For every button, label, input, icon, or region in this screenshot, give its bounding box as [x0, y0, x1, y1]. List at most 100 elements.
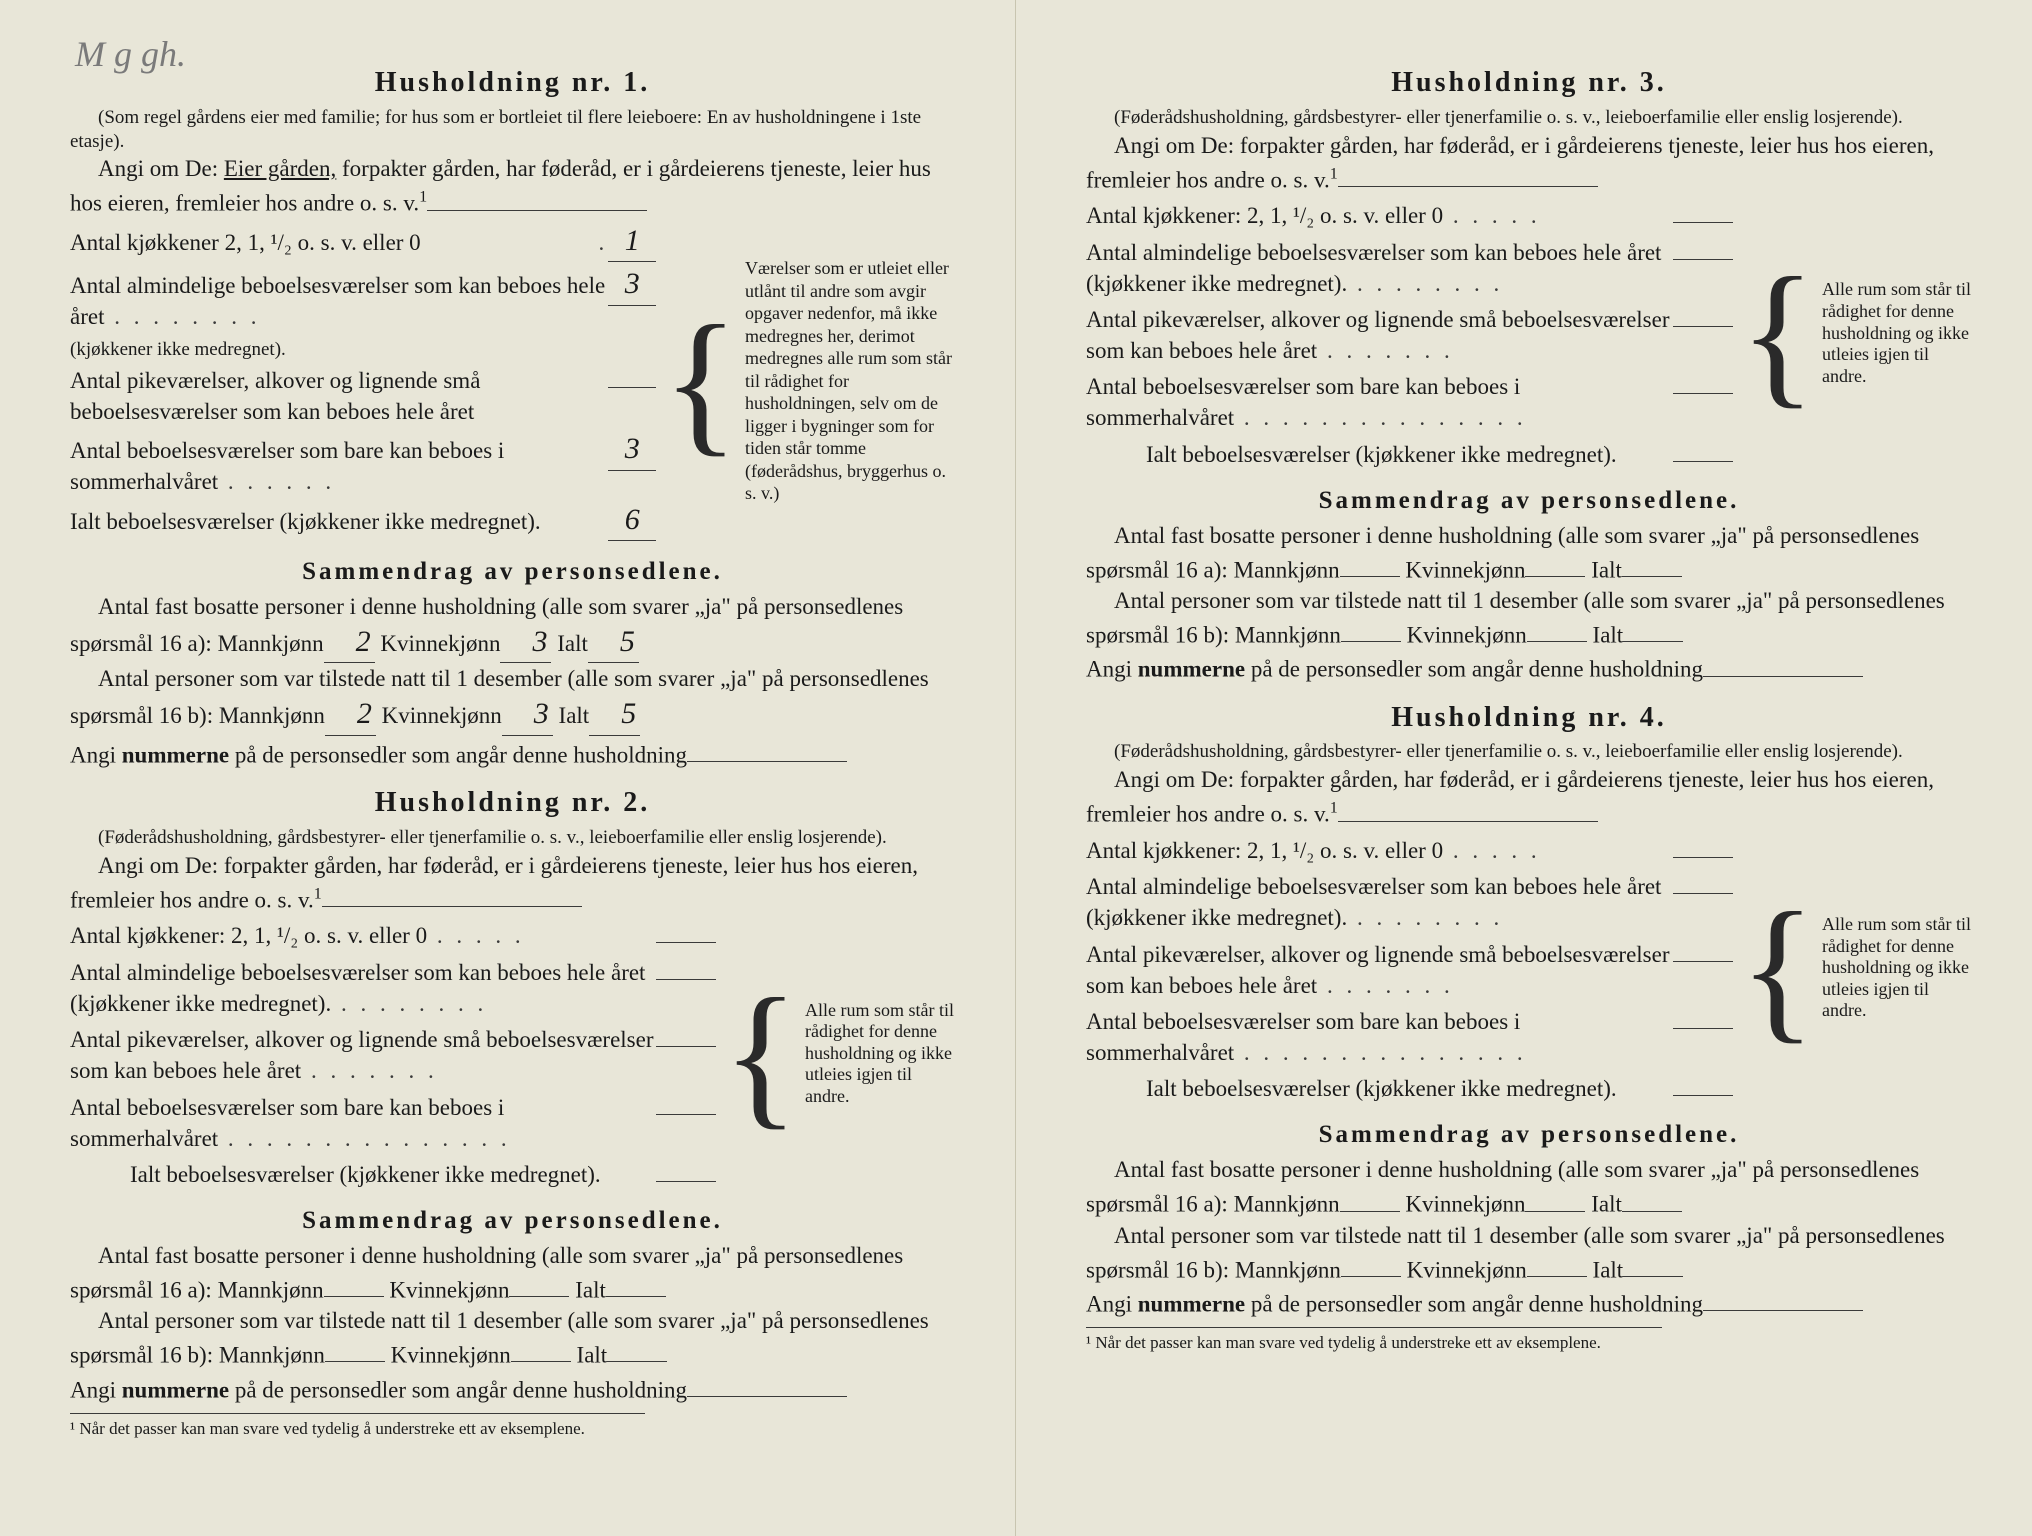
household-1-intro: (Som regel gårdens eier med familie; for… [70, 106, 955, 154]
tilstede-line-3: Antal personer som var tilstede natt til… [1086, 585, 1972, 650]
fast-kvinne: 3 [500, 622, 551, 664]
kjokken-label: Antal kjøkkener 2, 1, ¹/₂ o. s. v. eller… [70, 227, 598, 258]
household-1-angi: Angi om De: Eier gården, forpakter gårde… [70, 153, 955, 218]
household-2-rooms-block: Antal kjøkkener: 2, 1, ¹/₂ o. s. v. elle… [70, 915, 955, 1192]
curly-brace-icon: { [662, 305, 739, 457]
footnote-left: ¹ Når det passer kan man svare ved tydel… [70, 1413, 645, 1441]
angi-prefix-4: Angi om De: [1114, 767, 1234, 792]
tilstede-ialt: 5 [589, 694, 640, 736]
pike-value [608, 387, 656, 388]
household-3-sammendrag-title: Sammendrag av personsedlene. [1086, 484, 1972, 518]
brace-note-2: Alle rum som står til rådighet for denne… [805, 1000, 955, 1108]
mann-label-3: Mannkjønn [1234, 557, 1340, 582]
alm-sub: (kjøkkener ikke medregnet). [70, 339, 286, 360]
household-4-angi: Angi om De: forpakter gården, har føderå… [1086, 764, 1972, 829]
kvinne-label: Kvinnekjønn [380, 631, 500, 656]
household-4-intro: (Føderådshusholdning, gårdsbestyrer- ell… [1086, 740, 1972, 764]
sup-1: 1 [419, 189, 427, 206]
household-1-sammendrag-title: Sammendrag av personsedlene. [70, 555, 955, 589]
kvinne-label-2b: Kvinnekjønn [389, 1277, 509, 1302]
household-1-title: Husholdning nr. 1. [70, 64, 955, 102]
ialt-p-label-2c: Ialt [577, 1342, 608, 1367]
brace-note-4: Alle rum som står til rådighet for denne… [1822, 914, 1972, 1022]
angi-underlined: Eier gården, [224, 156, 336, 181]
kvinne-label-4: Kvinnekjønn [1405, 1192, 1525, 1217]
household-2-angi: Angi om De: forpakter gården, har føderå… [70, 850, 955, 915]
tilstede-line-1: Antal personer som var tilstede natt til… [70, 663, 955, 736]
nummerne-bold-2: nummerne [122, 1377, 229, 1402]
mann-label-3b: Mannkjønn [1235, 622, 1341, 647]
household-2-title: Husholdning nr. 2. [70, 784, 955, 822]
ialt-label-2: Ialt beboelsesværelser (kjøkkener ikke m… [70, 1159, 656, 1190]
mann-label-2c: Mannkjønn [219, 1342, 325, 1367]
mann-label-4: Mannkjønn [1234, 1192, 1340, 1217]
curly-brace-icon-3: { [1739, 257, 1816, 409]
mann-label-4b: Mannkjønn [1235, 1257, 1341, 1282]
mann-label-2: Mannkjønn [219, 703, 325, 728]
nummerne-bold-4: nummerne [1138, 1291, 1245, 1316]
handwritten-annotation: M g gh. [75, 30, 186, 79]
angi-nr-2: Angi nummerne på de personsedler som ang… [70, 1371, 955, 1405]
footnote-right: ¹ Når det passer kan man svare ved tydel… [1086, 1327, 1662, 1355]
ialt-p-label-2b: Ialt [575, 1277, 606, 1302]
fast-ialt: 5 [588, 622, 639, 664]
household-3-angi: Angi om De: forpakter gården, har føderå… [1086, 130, 1972, 195]
tilstede-line-2: Antal personer som var tilstede natt til… [70, 1305, 955, 1370]
ialt-label-3: Ialt beboelsesværelser (kjøkkener ikke m… [1086, 439, 1673, 470]
fast-line-1: Antal fast bosatte personer i denne hush… [70, 591, 955, 664]
household-4-sammendrag-title: Sammendrag av personsedlene. [1086, 1118, 1972, 1152]
ialt-label: Ialt beboelsesværelser (kjøkkener ikke m… [70, 506, 608, 537]
nummerne-bold: nummerne [122, 742, 229, 767]
household-4-rooms-block: Antal kjøkkener: 2, 1, ¹/₂ o. s. v. elle… [1086, 830, 1972, 1107]
ialt-p-label-4b: Ialt [1593, 1257, 1624, 1282]
tilstede-mann: 2 [325, 694, 376, 736]
ialt-p-label-3: Ialt [1591, 557, 1622, 582]
fast-mann: 2 [324, 622, 375, 664]
household-2-sammendrag-title: Sammendrag av personsedlene. [70, 1204, 955, 1238]
household-3-intro: (Føderådshusholdning, gårdsbestyrer- ell… [1086, 106, 1972, 130]
kvinne-label-2c: Kvinnekjønn [391, 1342, 511, 1367]
tilstede-line-4: Antal personer som var tilstede natt til… [1086, 1220, 1972, 1285]
kjokken-label-3: Antal kjøkkener: 2, 1, ¹/₂ o. s. v. elle… [1086, 203, 1443, 228]
brace-note-3: Alle rum som står til rådighet for denne… [1822, 279, 1972, 387]
page-left: M g gh. Husholdning nr. 1. (Som regel gå… [0, 0, 1016, 1536]
angi-nr-3: Angi nummerne på de personsedler som ang… [1086, 650, 1972, 684]
sup-1-d: 1 [1330, 800, 1338, 817]
fast-line-4: Antal fast bosatte personer i denne hush… [1086, 1154, 1972, 1219]
household-2-intro: (Føderådshusholdning, gårdsbestyrer- ell… [70, 826, 955, 850]
angi-prefix: Angi om De: [98, 156, 218, 181]
ialt-value: 6 [608, 500, 656, 542]
alm-value: 3 [608, 264, 656, 306]
page-right: Husholdning nr. 3. (Føderådshusholdning,… [1016, 0, 2032, 1536]
sommer-value: 3 [608, 429, 656, 471]
kvinne-label-2: Kvinnekjønn [382, 703, 502, 728]
kvinne-label-3b: Kvinnekjønn [1407, 622, 1527, 647]
brace-note-wide: Værelser som er utleiet eller utlånt til… [745, 257, 955, 505]
sup-1-b: 1 [314, 885, 322, 902]
mann-label: Mannkjønn [218, 631, 324, 656]
kvinne-label-3: Kvinnekjønn [1405, 557, 1525, 582]
tilstede-kvinne: 3 [502, 694, 553, 736]
ialt-p-label: Ialt [557, 631, 588, 656]
ialt-p-label-3b: Ialt [1593, 622, 1624, 647]
kjokken-label-4: Antal kjøkkener: 2, 1, ¹/₂ o. s. v. elle… [1086, 838, 1443, 863]
fast-line-2: Antal fast bosatte personer i denne hush… [70, 1240, 955, 1305]
ialt-p-label-4: Ialt [1591, 1192, 1622, 1217]
angi-nr-1: Angi nummerne på de personsedler som ang… [70, 736, 955, 770]
sup-1-c: 1 [1330, 165, 1338, 182]
curly-brace-icon-4: { [1739, 892, 1816, 1044]
angi-nr-4: Angi nummerne på de personsedler som ang… [1086, 1285, 1972, 1319]
household-4-title: Husholdning nr. 4. [1086, 699, 1972, 737]
angi-prefix-2: Angi om De: [98, 853, 218, 878]
fast-line-3: Antal fast bosatte personer i denne hush… [1086, 520, 1972, 585]
ialt-p-label-2: Ialt [559, 703, 590, 728]
mann-label-2b: Mannkjønn [218, 1277, 324, 1302]
nummerne-bold-3: nummerne [1138, 657, 1245, 682]
kjokken-value: 1 [608, 221, 656, 263]
curly-brace-icon-2: { [722, 978, 799, 1130]
angi-prefix-3: Angi om De: [1114, 133, 1234, 158]
kvinne-label-4b: Kvinnekjønn [1407, 1257, 1527, 1282]
household-1-rooms-block: Antal kjøkkener 2, 1, ¹/₂ o. s. v. eller… [70, 219, 955, 543]
household-3-rooms-block: Antal kjøkkener: 2, 1, ¹/₂ o. s. v. elle… [1086, 195, 1972, 472]
household-3-title: Husholdning nr. 3. [1086, 64, 1972, 102]
